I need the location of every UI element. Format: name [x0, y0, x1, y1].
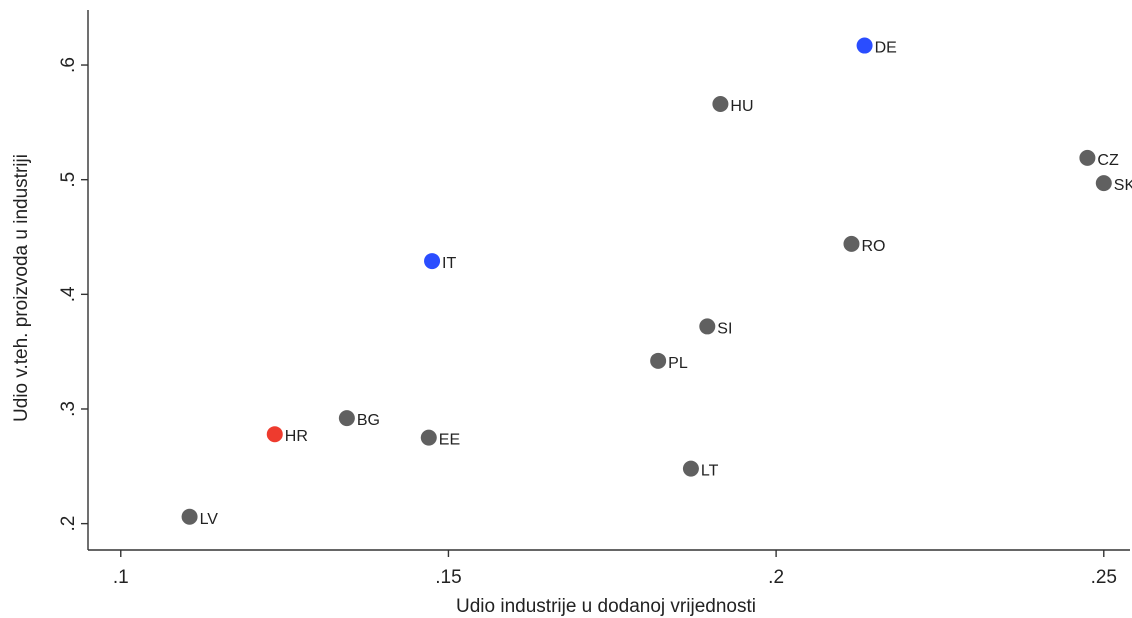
y-tick-label: .5 — [58, 172, 79, 188]
point-hu — [712, 96, 729, 113]
y-tick-label: .3 — [58, 401, 79, 417]
point-ro — [843, 235, 860, 252]
point-label-pl: PL — [668, 355, 688, 372]
point-ee — [420, 429, 437, 446]
x-tick-label: .1 — [113, 567, 129, 588]
point-label-ee: EE — [439, 432, 460, 449]
point-label-hu: HU — [730, 98, 753, 115]
y-axis-title: Udio v.teh. proizvoda u industriji — [11, 154, 32, 422]
x-ticks: .1 .15 .2 .25 — [113, 550, 1117, 588]
point-label-de: DE — [875, 40, 897, 57]
point-bg — [338, 410, 355, 427]
axes — [87, 10, 1130, 551]
point-label-it: IT — [442, 255, 456, 272]
x-tick-label: .15 — [435, 567, 461, 588]
point-label-lt: LT — [701, 463, 719, 480]
point-label-lv: LV — [200, 511, 219, 528]
y-ticks: .2 .3 .4 .5 .6 — [58, 57, 88, 532]
point-lv — [181, 508, 198, 525]
point-it — [424, 253, 441, 270]
y-tick-label: .6 — [58, 57, 79, 73]
point-cz — [1079, 149, 1096, 166]
points — [181, 37, 1112, 525]
point-si — [699, 318, 716, 335]
y-tick-label: .4 — [58, 286, 79, 302]
point-pl — [650, 352, 667, 369]
x-tick-label: .2 — [768, 567, 784, 588]
point-label-ro: RO — [861, 238, 885, 255]
point-label-bg: BG — [357, 412, 380, 429]
point-sk — [1095, 175, 1112, 192]
point-labels: DE HU CZ SK RO IT SI PL BG HR EE LT LV — [200, 40, 1132, 528]
y-tick-label: .2 — [58, 516, 79, 532]
point-hr — [266, 426, 283, 443]
point-label-hr: HR — [285, 428, 308, 445]
point-label-cz: CZ — [1097, 152, 1119, 169]
point-label-si: SI — [717, 320, 732, 337]
point-label-sk: SK — [1114, 177, 1132, 194]
point-lt — [682, 460, 699, 477]
point-de — [856, 37, 873, 54]
x-tick-label: .25 — [1091, 567, 1117, 588]
x-axis-title: Udio industrije u dodanoj vrijednosti — [456, 596, 756, 617]
